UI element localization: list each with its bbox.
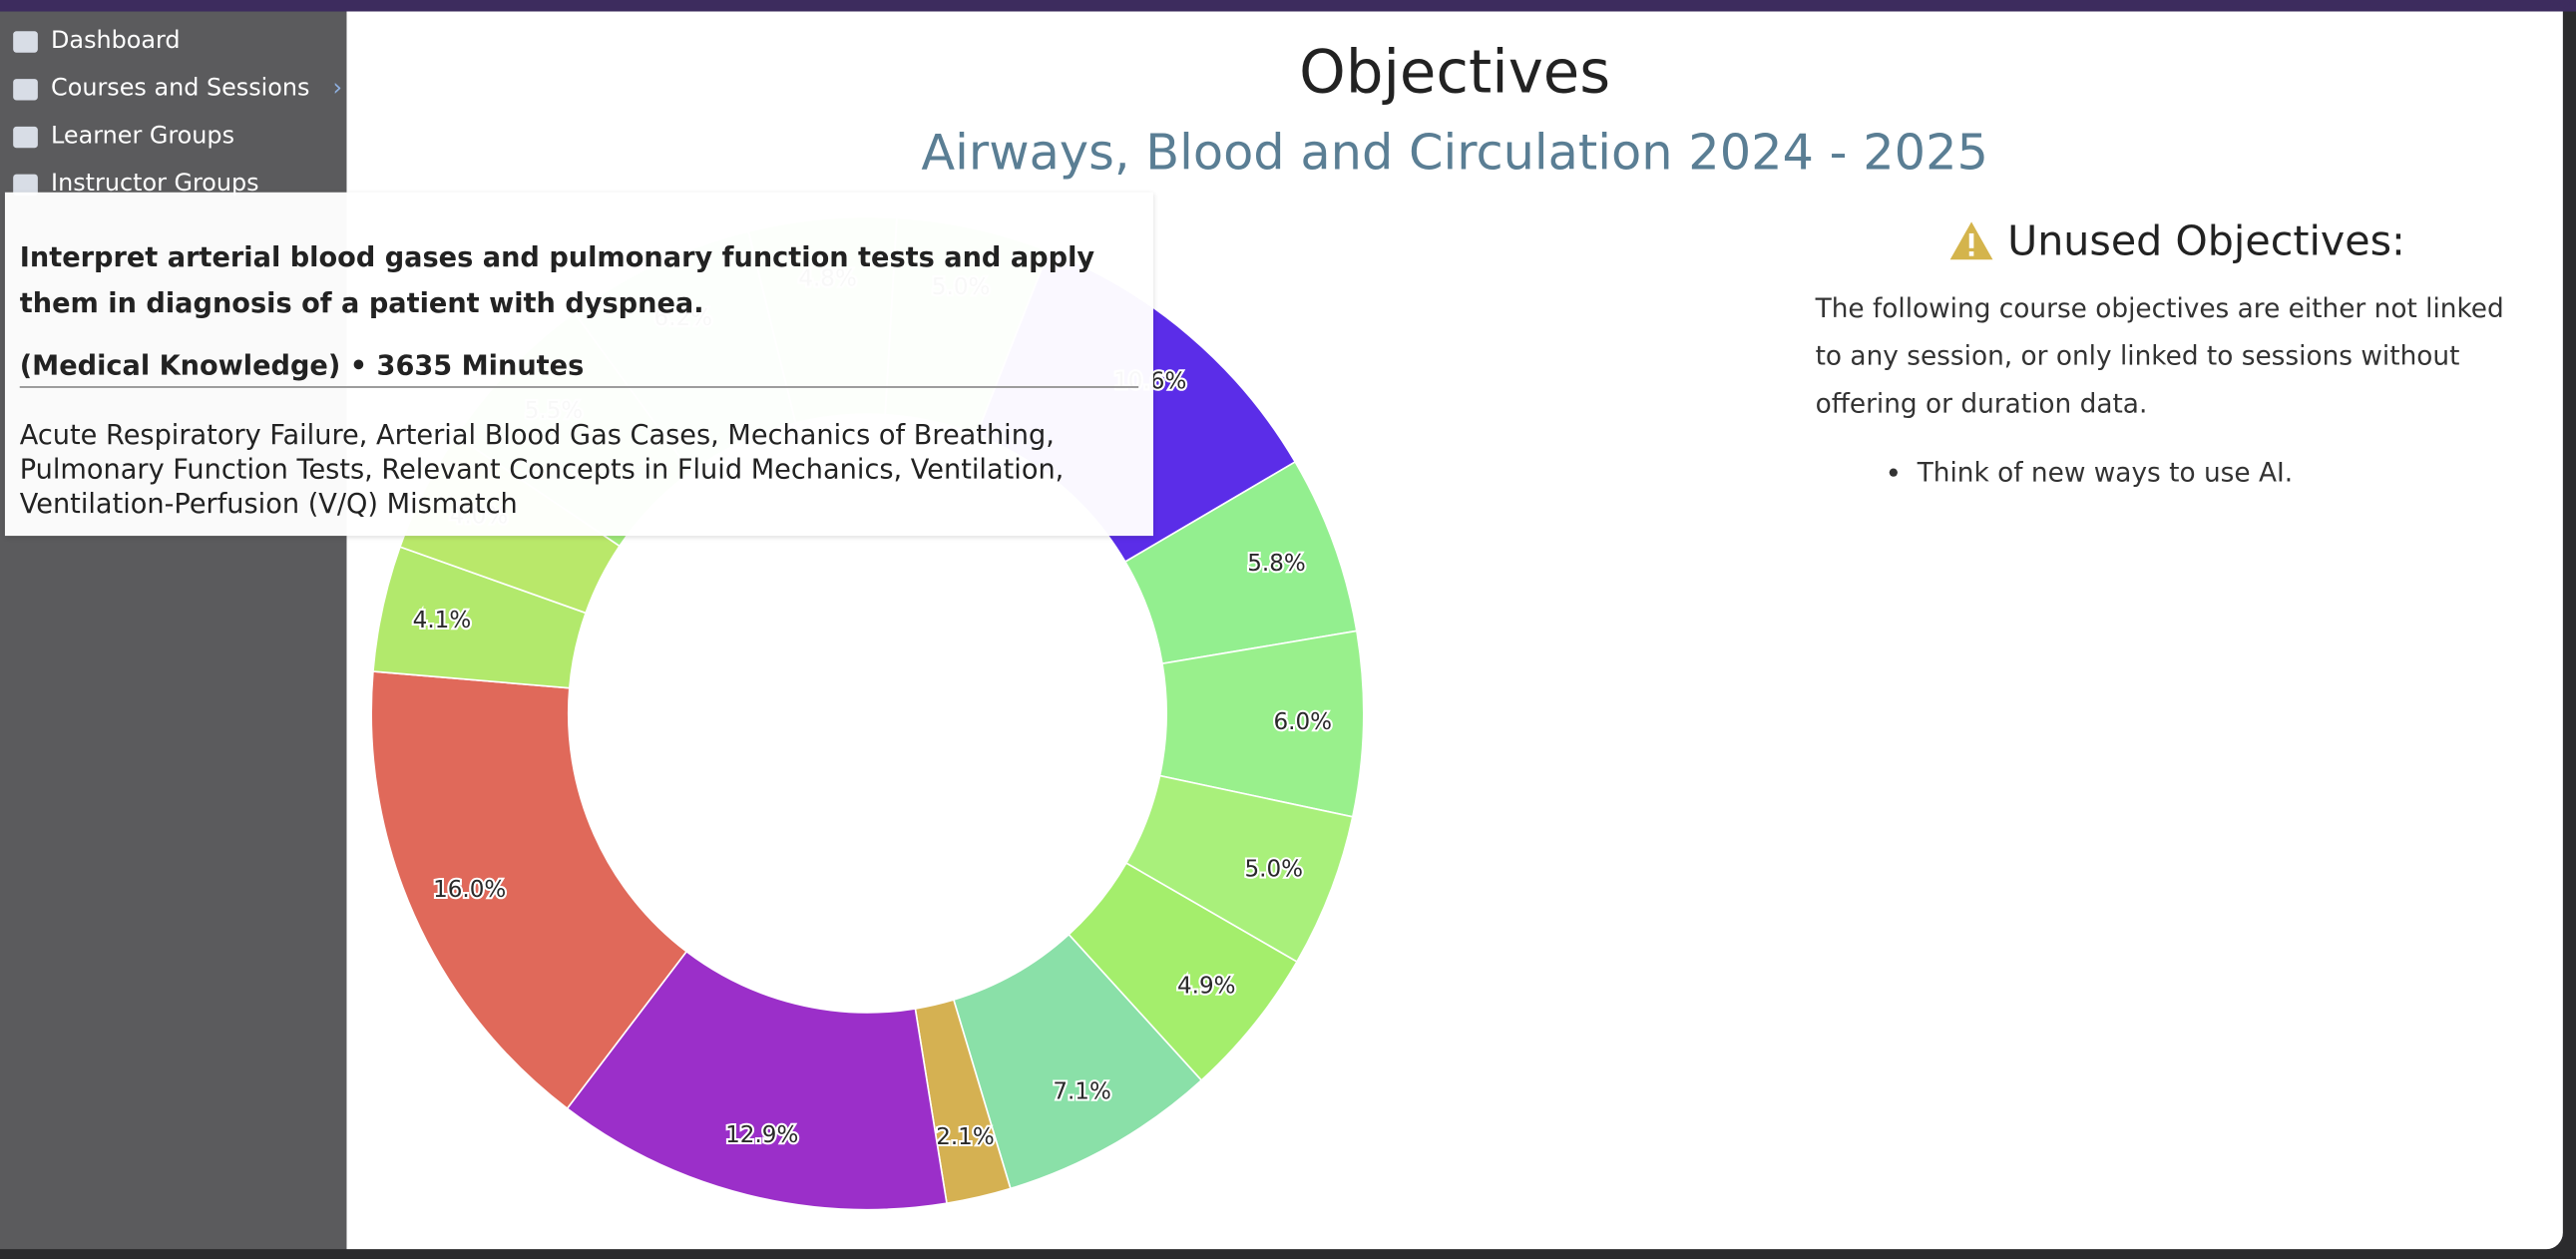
nav-label[interactable]: Dashboard (51, 28, 181, 55)
segment-label: 5.0% (1244, 856, 1303, 882)
page-subtitle: Airways, Blood and Circulation 2024 - 20… (921, 125, 1988, 183)
segment-label: 6.0% (1273, 709, 1332, 735)
segment-label: 4.1% (413, 608, 472, 633)
segment-label: 4.9% (1177, 973, 1236, 999)
nav-label[interactable]: Learner Groups (51, 123, 235, 150)
segment-label: 2.1% (936, 1124, 995, 1150)
unused-description: The following course objectives are eith… (1815, 292, 2504, 420)
segment-label: 12.9% (725, 1122, 798, 1148)
segment-label: 16.0% (433, 877, 506, 903)
tooltip: Interpret arterial blood gases and pulmo… (4, 192, 1153, 537)
nav-icon (13, 126, 38, 148)
donut-segment (370, 670, 688, 1110)
nav-item[interactable]: Courses and Sessions › (13, 71, 342, 107)
donut-segment (566, 950, 948, 1211)
nav-icon (13, 173, 38, 196)
warning-icon (1949, 221, 1993, 260)
unused-item: Think of new ways to use AI. (1918, 457, 2293, 488)
tooltip-title: Interpret arterial blood gases and pulmo… (19, 241, 1095, 319)
segment-label: 7.1% (1053, 1078, 1111, 1104)
page-title: Objectives (1299, 39, 1611, 108)
nav-icon (13, 78, 38, 100)
segment-label: 5.8% (1247, 551, 1306, 577)
tooltip-meta: (Medical Knowledge) • 3635 Minutes (19, 350, 1139, 388)
chevron: › (332, 75, 343, 103)
unused-heading: Unused Objectives: (1807, 216, 2546, 264)
unused-list: Think of new ways to use AI. (1881, 457, 2293, 488)
nav-icon (13, 30, 38, 52)
nav-label[interactable]: Courses and Sessions (51, 75, 310, 103)
top-bar (0, 0, 2576, 12)
tooltip-sessions: Acute Respiratory Failure, Arterial Bloo… (19, 419, 1065, 520)
unused-title: Unused Objectives: (2007, 216, 2405, 265)
nav-item[interactable]: Learner Groups (13, 119, 234, 155)
nav-item[interactable]: Dashboard (13, 23, 181, 59)
